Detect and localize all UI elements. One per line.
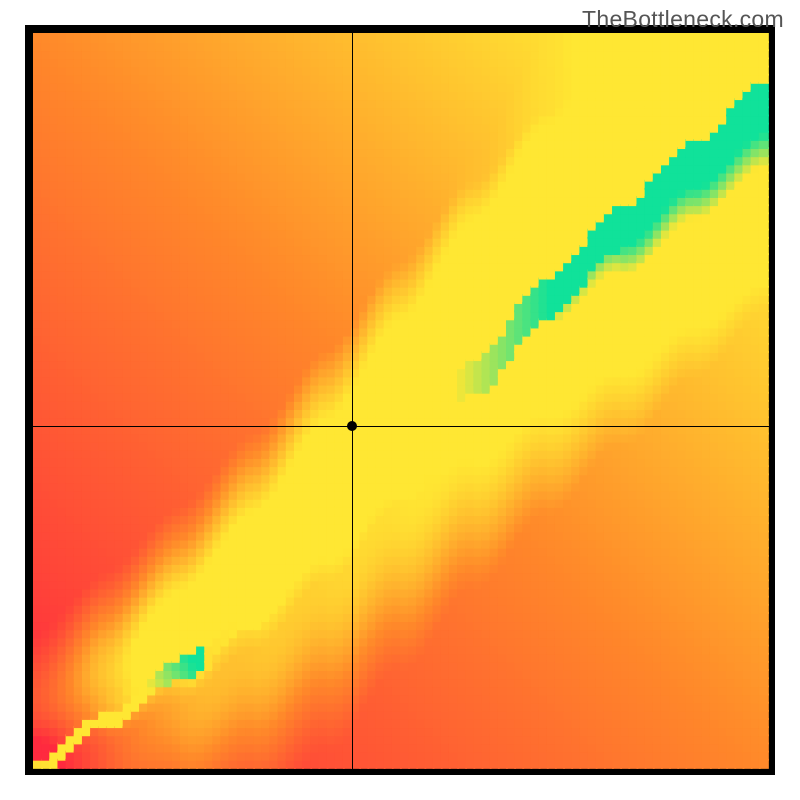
watermark-text: TheBottleneck.com [582,6,784,33]
crosshair-vertical [352,25,353,775]
heatmap-canvas [25,25,775,775]
chart-frame [25,25,775,775]
crosshair-horizontal [25,426,775,427]
selected-point [347,421,357,431]
